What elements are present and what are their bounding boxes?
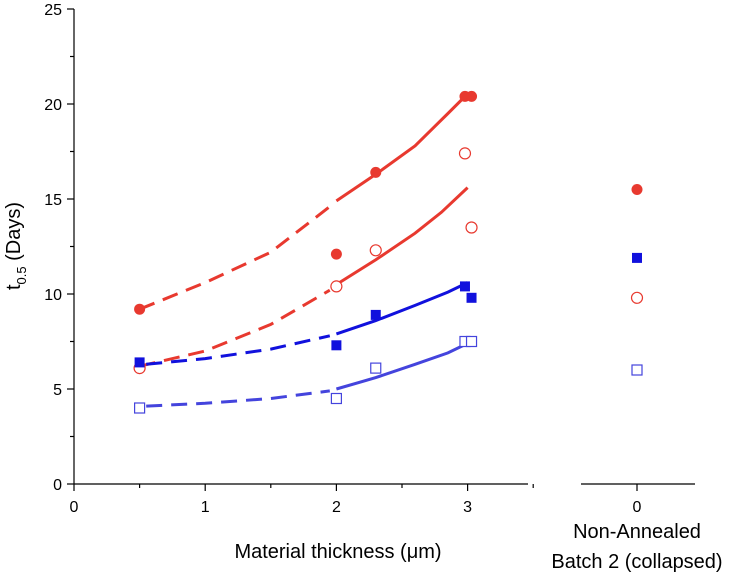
red-open-circles-fit-solid — [335, 186, 469, 286]
blue-filled-squares-point — [370, 309, 381, 320]
blue-open-squares-point — [134, 402, 146, 414]
y-tick-label: 25 — [44, 2, 62, 19]
x-axis-title: Material thickness (μm) — [234, 541, 441, 563]
blue-filled-squares-point — [331, 340, 342, 351]
blue-open-squares-point — [370, 362, 382, 374]
blue-open-squares-fit-solid — [335, 342, 469, 391]
blue-filled-squares-side-point — [632, 252, 642, 263]
red-open-circles-side-point — [630, 291, 644, 304]
side-panel-label-line2: Batch 2 (collapsed) — [551, 551, 722, 573]
y-tick-label: 5 — [53, 382, 62, 399]
red-open-circles-point — [369, 244, 382, 257]
red-filled-circles-point — [134, 303, 146, 315]
blue-filled-squares-point — [134, 357, 145, 368]
y-tick-label: 20 — [44, 97, 62, 114]
red-filled-circles-fit-solid — [335, 94, 472, 203]
x-tick-label: 0 — [70, 499, 79, 516]
y-tick-label: 15 — [44, 192, 62, 209]
blue-open-squares-point — [330, 392, 342, 405]
side-panel-label-line1: Non-Annealed — [573, 521, 701, 543]
red-filled-circles-point — [370, 166, 382, 178]
blue-filled-squares-point — [459, 281, 470, 292]
blue-filled-squares-fit-solid — [335, 281, 469, 336]
red-filled-circles-fit-dashed — [139, 205, 331, 311]
blue-open-squares-point — [465, 335, 478, 348]
x-tick-label: 1 — [201, 499, 210, 516]
data-markers — [133, 90, 644, 414]
red-filled-circles-point — [330, 248, 342, 260]
blue-open-squares-side-point — [631, 364, 643, 376]
red-open-circles-point — [330, 280, 343, 293]
red-filled-circles-point — [466, 90, 478, 102]
x-tick-label: 2 — [332, 499, 341, 516]
red-open-circles-point — [458, 147, 472, 160]
y-axis-title-suffix: (Days) — [3, 202, 25, 266]
red-open-circles-point — [465, 221, 478, 234]
side-panel-tick-label: 0 — [633, 499, 642, 516]
y-tick-label: 10 — [44, 287, 62, 304]
y-axis-title-main: t — [3, 284, 25, 290]
blue-filled-squares-fit-dashed — [146, 334, 331, 366]
blue-open-squares-fit-dashed — [146, 389, 330, 408]
y-tick-label: 0 — [53, 477, 62, 494]
red-filled-circles-side-point — [631, 184, 643, 195]
red-open-circles-fit-dashed — [139, 288, 331, 368]
blue-filled-squares-point — [466, 292, 477, 303]
x-tick-label: 3 — [463, 499, 472, 516]
y-axis-title: t0.5 (Days) — [3, 202, 29, 290]
axes: 0 5 10 15 20 25 0 1 2 3 0 — [44, 2, 695, 516]
fit-curves — [139, 94, 472, 408]
y-axis-title-sub: 0.5 — [14, 266, 29, 284]
